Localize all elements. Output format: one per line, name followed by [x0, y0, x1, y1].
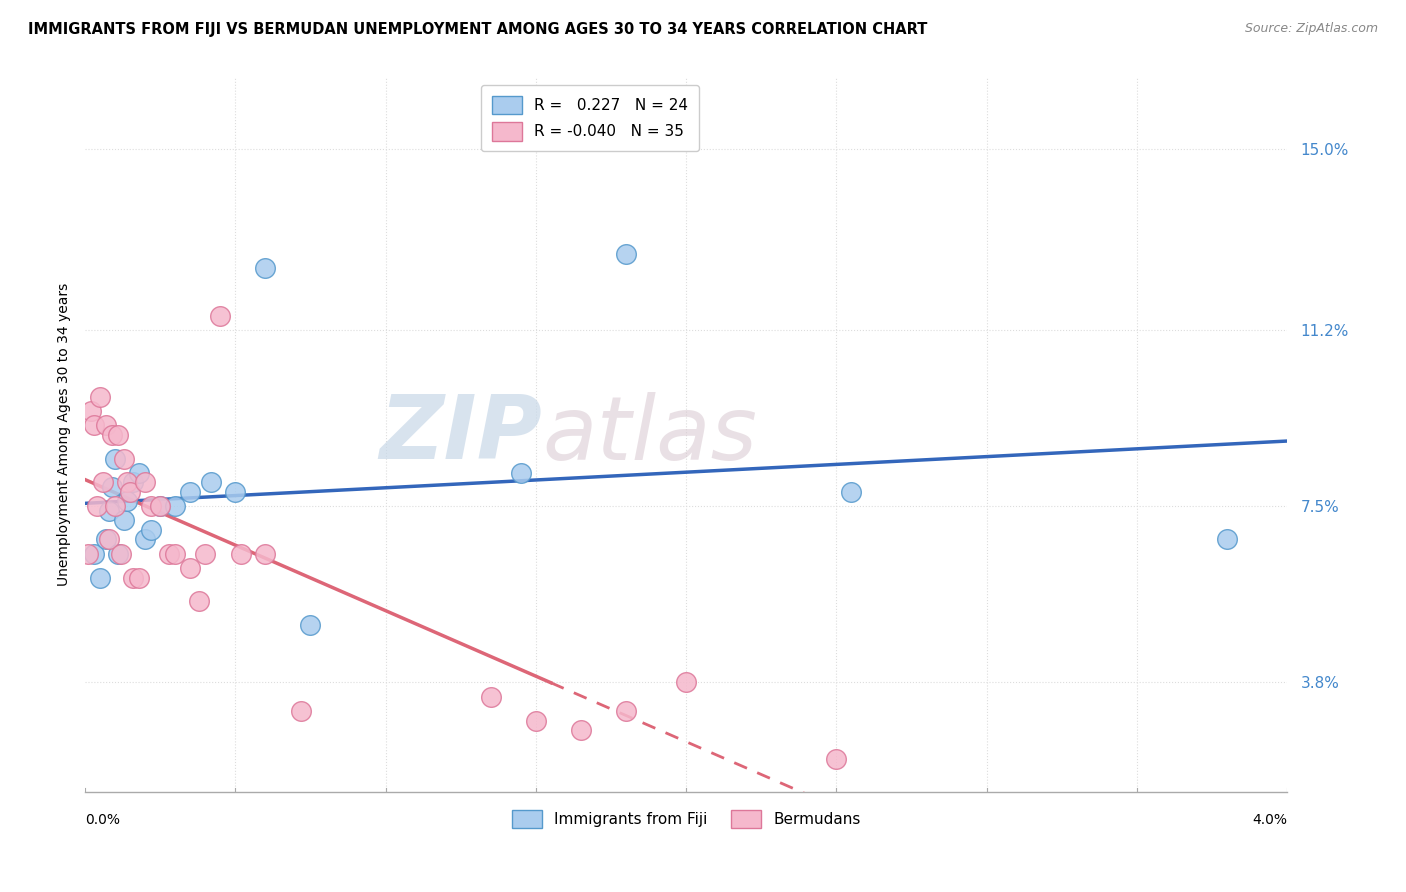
Point [200, 475, 222, 490]
Legend: Immigrants from Fiji, Bermudans: Immigrants from Fiji, Bermudans [505, 804, 868, 834]
Point [115, 494, 138, 508]
Point [104, 451, 127, 466]
Point [224, 484, 246, 499]
Point [614, 246, 637, 260]
Point [149, 499, 172, 513]
Point [89, 390, 111, 404]
Point [231, 547, 253, 561]
Point [112, 451, 135, 466]
Point [254, 547, 277, 561]
Point [122, 475, 145, 490]
Point [188, 594, 211, 608]
Point [94, 533, 117, 547]
Point [83, 547, 105, 561]
Point [107, 427, 129, 442]
Text: Source: ZipAtlas.com: Source: ZipAtlas.com [1244, 22, 1378, 36]
Point [104, 499, 127, 513]
Point [120, 484, 142, 499]
Point [254, 260, 277, 275]
Point [209, 309, 232, 323]
Text: atlas: atlas [541, 392, 756, 478]
Point [141, 523, 163, 537]
Text: 4.0%: 4.0% [1253, 814, 1288, 828]
Point [86, 499, 108, 513]
Point [179, 561, 201, 575]
Point [77, 547, 100, 561]
Point [194, 547, 217, 561]
Point [290, 704, 312, 718]
Point [524, 714, 547, 728]
Point [101, 480, 124, 494]
Point [122, 571, 145, 585]
Point [134, 533, 156, 547]
Text: ZIP: ZIP [380, 392, 541, 478]
Point [165, 499, 187, 513]
Point [128, 571, 150, 585]
Point [107, 547, 129, 561]
Point [94, 418, 117, 433]
Point [299, 618, 322, 632]
Point [98, 533, 121, 547]
Point [91, 475, 114, 490]
Y-axis label: Unemployment Among Ages 30 to 34 years: Unemployment Among Ages 30 to 34 years [58, 283, 72, 586]
Point [569, 723, 592, 737]
Point [1216, 533, 1239, 547]
Point [179, 484, 201, 499]
Point [83, 418, 105, 433]
Point [128, 466, 150, 480]
Text: 0.0%: 0.0% [86, 814, 120, 828]
Point [141, 499, 163, 513]
Point [110, 547, 132, 561]
Point [98, 504, 121, 518]
Point [112, 513, 135, 527]
Point [157, 547, 180, 561]
Point [80, 404, 103, 418]
Point [479, 690, 502, 704]
Point [614, 704, 637, 718]
Text: IMMIGRANTS FROM FIJI VS BERMUDAN UNEMPLOYMENT AMONG AGES 30 TO 34 YEARS CORRELAT: IMMIGRANTS FROM FIJI VS BERMUDAN UNEMPLO… [28, 22, 928, 37]
Point [165, 547, 187, 561]
Point [101, 427, 124, 442]
Point [149, 499, 172, 513]
Point [115, 475, 138, 490]
Point [841, 484, 863, 499]
Point [825, 751, 848, 765]
Point [134, 475, 156, 490]
Point [675, 675, 697, 690]
Point [509, 466, 531, 480]
Point [89, 571, 111, 585]
